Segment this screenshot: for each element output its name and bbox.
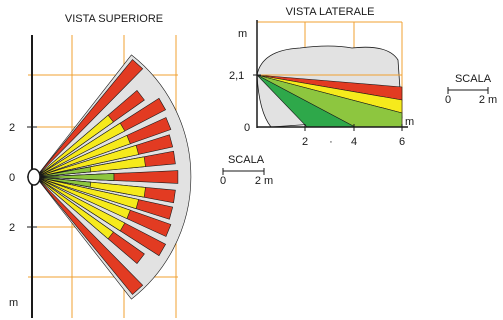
x-tick-label: 4 (351, 136, 357, 148)
axis-tick-label: 0 (9, 172, 15, 184)
side-view: VISTA LATERALE m 2,1 0 2 4 6 m · (229, 6, 414, 148)
top-view: VISTA SUPERIORE 2 0 2 m (9, 13, 192, 318)
top-view-title: VISTA SUPERIORE (65, 13, 163, 25)
y-unit-label: m (238, 28, 247, 40)
axis-tick-label: 2 (9, 222, 15, 234)
scale-left-label: 0 (445, 94, 451, 106)
scale-right: SCALA 0 2 m (445, 73, 497, 106)
x-tick-label: 2 (302, 136, 308, 148)
axis-tick-label: 2 (9, 122, 15, 134)
scale-right-label: 2 m (479, 94, 497, 106)
mount-height-label: 2,1 (229, 70, 244, 82)
side-view-title: VISTA LATERALE (286, 6, 375, 18)
y-origin-label: 0 (244, 122, 250, 134)
axis-unit-label: m (9, 297, 18, 309)
scale-title: SCALA (455, 73, 492, 85)
scale-title: SCALA (228, 154, 265, 166)
scale-bottom: SCALA 0 2 m (220, 154, 273, 187)
detector-icon (27, 168, 41, 186)
scale-right-label: 2 m (255, 175, 273, 187)
x-unit-label: m (405, 116, 414, 128)
coverage-beams (35, 54, 192, 300)
scale-left-label: 0 (220, 175, 226, 187)
x-tick-label: 6 (399, 136, 405, 148)
stray-mark: · (329, 136, 333, 148)
